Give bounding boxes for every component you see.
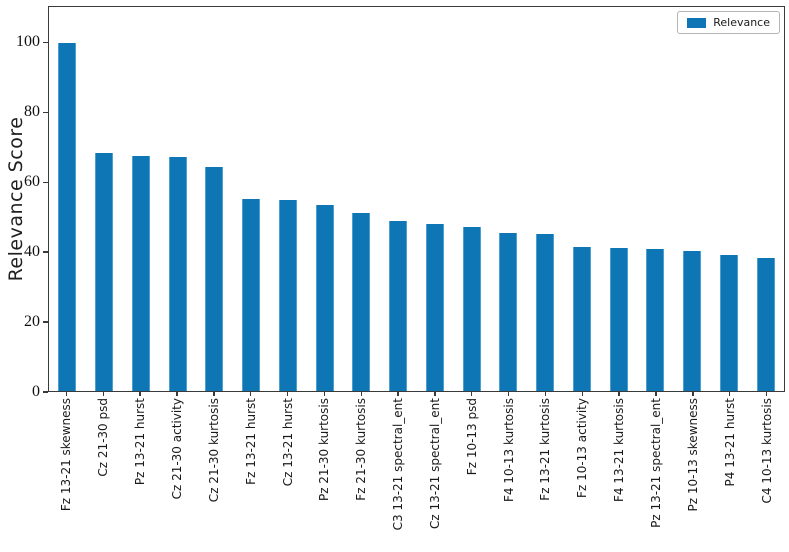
bar-slot <box>49 7 86 391</box>
bar-slot <box>600 7 637 391</box>
bar <box>131 156 150 391</box>
bar <box>95 152 114 391</box>
x-tick-label: Pz 13-21 hurst <box>133 398 148 486</box>
x-tick-label: Fz 13-21 hurst <box>243 398 258 485</box>
x-tick-mark <box>618 392 620 396</box>
bar <box>168 157 187 391</box>
legend-label: Relevance <box>713 16 770 29</box>
bar-slot <box>490 7 527 391</box>
bar <box>756 257 775 391</box>
bar <box>278 200 297 391</box>
x-tick-label: C3 13-21 spectral_ent <box>391 398 406 531</box>
x-tick-label: F4 10-13 kurtosis <box>501 398 516 503</box>
bar <box>389 220 408 391</box>
x-tick-mark <box>729 392 731 396</box>
bar <box>572 246 591 391</box>
x-tick-label: Fz 10-13 psd <box>464 398 479 476</box>
bar-slot <box>637 7 674 391</box>
bar-slot <box>123 7 160 391</box>
x-tick-label: Pz 21-30 kurtosis <box>317 398 332 502</box>
bar <box>536 234 555 391</box>
x-tick-mark <box>249 392 252 396</box>
y-axis-label: Relevance Score <box>5 116 27 282</box>
x-tick-label: Fz 21-30 kurtosis <box>354 398 369 501</box>
x-tick-mark <box>507 392 510 396</box>
x-tick-mark <box>655 392 657 396</box>
x-tick-label: Fz 13-21 skewness <box>59 398 74 512</box>
x-tick-mark <box>323 392 326 396</box>
x-tick-label: Cz 21-30 psd <box>96 398 111 477</box>
x-tick-mark <box>397 392 399 396</box>
bar <box>242 198 261 391</box>
y-tick-label: 20 <box>24 313 40 331</box>
bar-slot <box>527 7 564 391</box>
x-tick-mark <box>286 392 289 396</box>
x-tick-mark <box>360 392 362 396</box>
x-tick-label: P4 13-21 hurst <box>722 398 737 487</box>
bar <box>646 249 665 391</box>
y-tick-label: 0 <box>32 383 40 400</box>
bar-slot <box>747 7 784 391</box>
x-tick-mark <box>544 392 547 396</box>
x-tick-mark <box>581 392 584 396</box>
x-tick-mark <box>102 392 104 396</box>
x-tick-mark <box>139 392 141 396</box>
x-tick-mark <box>692 392 694 396</box>
bar <box>205 166 224 391</box>
x-tick-label: Cz 21-30 activity <box>169 398 184 500</box>
x-tick-label: Pz 10-13 skewness <box>685 398 700 512</box>
bar <box>683 250 702 391</box>
x-tick-label: Fz 13-21 kurtosis <box>538 398 553 501</box>
bar <box>425 224 444 391</box>
bar <box>719 254 738 391</box>
plot-area: Relevance <box>48 6 785 392</box>
bar-slot <box>306 7 343 391</box>
bar <box>58 43 77 391</box>
x-tick-mark <box>765 392 768 396</box>
bar-slot <box>453 7 490 391</box>
bar-slot <box>417 7 454 391</box>
y-tick-label: 100 <box>16 33 40 51</box>
x-tick-label: Cz 21-30 kurtosis <box>206 398 221 503</box>
bar-slot <box>270 7 307 391</box>
x-tick-label: Cz 13-21 hurst <box>280 398 295 487</box>
legend: Relevance <box>677 11 780 34</box>
bar <box>609 247 628 391</box>
bar <box>462 226 481 391</box>
bar-slot <box>196 7 233 391</box>
bar <box>499 232 518 391</box>
x-tick-label: Fz 10-13 activity <box>575 398 590 498</box>
x-tick-label: F4 13-21 kurtosis <box>612 398 627 503</box>
bar-slot <box>343 7 380 391</box>
bar-slot <box>711 7 748 391</box>
x-tick-mark <box>471 392 473 396</box>
bar-series <box>49 7 784 391</box>
x-tick-mark <box>434 392 436 396</box>
x-tick-mark <box>65 392 68 396</box>
bar-slot <box>674 7 711 391</box>
bar-slot <box>159 7 196 391</box>
x-tick-mark <box>176 392 178 396</box>
bar-slot <box>86 7 123 391</box>
bar-slot <box>233 7 270 391</box>
bar-slot <box>380 7 417 391</box>
bar-slot <box>564 7 601 391</box>
legend-swatch-icon <box>687 17 707 28</box>
x-tick-label: Cz 13-21 spectral_ent <box>427 398 442 530</box>
bar <box>315 204 334 391</box>
x-tick-label: C4 10-13 kurtosis <box>759 398 774 504</box>
bar <box>352 212 371 391</box>
x-tick-mark <box>213 392 215 396</box>
x-tick-label: Pz 13-21 spectral_ent <box>649 398 664 528</box>
